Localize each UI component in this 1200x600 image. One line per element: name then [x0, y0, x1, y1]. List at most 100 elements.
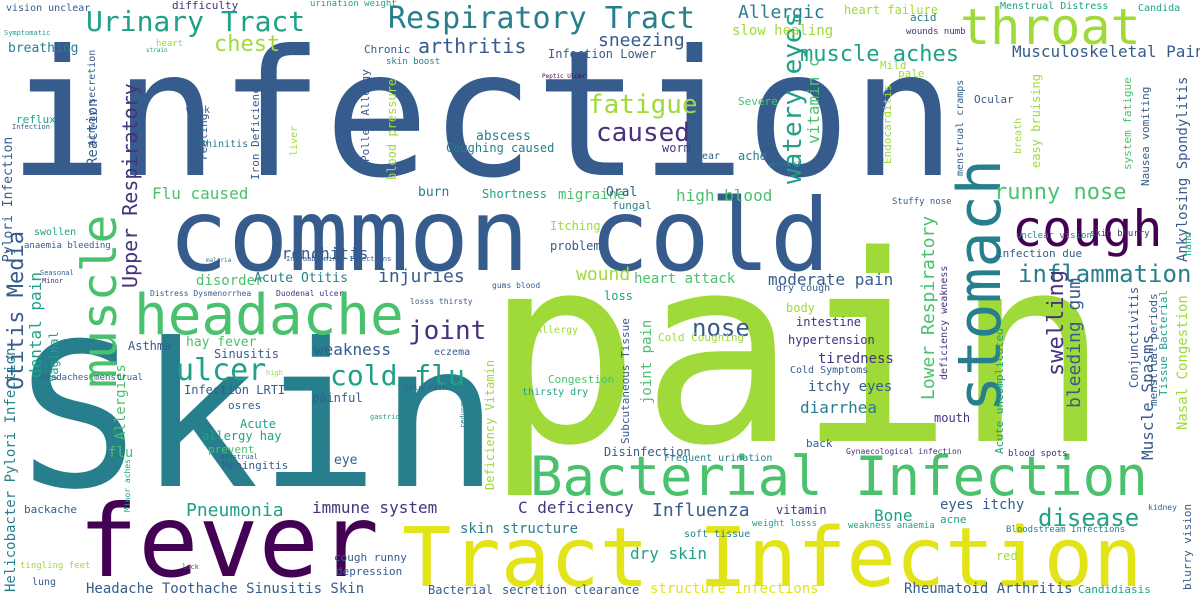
word: Minor aches [123, 459, 132, 512]
word: bleeding gum [1064, 277, 1085, 408]
word: clearance therapy [265, 65, 276, 168]
word: Bone [874, 506, 913, 525]
word: Helicobacter Pylori Infection [3, 347, 19, 592]
word: Rhinitis [200, 139, 249, 150]
word: tiredness [818, 351, 894, 367]
word: Infection [12, 123, 50, 131]
word: structure infections [650, 581, 819, 597]
word: Urinary Tract [86, 5, 306, 38]
word: Respiratory Tract [388, 1, 696, 36]
word: menstrual [220, 453, 258, 461]
word: muscle aches [800, 42, 959, 67]
word: Endocarditis [881, 84, 894, 164]
word: runny nose [994, 180, 1127, 205]
word: weakness [314, 340, 392, 359]
word: hay fever [186, 335, 257, 350]
word: red [996, 549, 1018, 563]
word: difficulty [172, 0, 239, 12]
word: infection due [996, 247, 1083, 260]
word: Lower Respiratory [918, 215, 939, 400]
word: system fatigue [1121, 77, 1134, 170]
word: Headache Toothache Sinusitis Skin [86, 581, 365, 597]
word: C deficiency [518, 498, 634, 517]
word: Acute Otitis [254, 271, 348, 286]
word: lack [182, 563, 199, 571]
word: gastric [370, 413, 400, 421]
word: intestine [796, 315, 862, 329]
word: itchy eyes [808, 379, 893, 395]
word: Feeling [197, 113, 210, 160]
word: fever [78, 483, 380, 600]
word: Chronic [364, 43, 411, 56]
word: Pneumonia [186, 500, 284, 521]
word: body [786, 301, 815, 315]
word: Meningitis [222, 459, 289, 472]
word: Distress Dysmenorrhea [150, 289, 252, 298]
word: common cold [168, 177, 831, 294]
word: Cold Coughing [658, 331, 745, 344]
word: osres [228, 399, 262, 412]
word: skin blurry [1090, 229, 1150, 239]
word: allergy hay [202, 429, 282, 443]
word: painful [312, 391, 363, 405]
word: swollen [34, 227, 77, 238]
word: eyes itchy [940, 497, 1025, 513]
word: Musculoskeletal Pain [1012, 42, 1200, 61]
word: chest [214, 32, 281, 57]
word: bronchitis [272, 244, 369, 263]
word: ulcer [176, 353, 267, 388]
word: migraine [558, 187, 626, 203]
word: Nasal Congestion [1175, 295, 1191, 430]
word: weak [186, 105, 211, 116]
word: breath [1013, 117, 1024, 154]
word: arthritis [418, 34, 527, 58]
word: burn [418, 185, 450, 200]
word: abscess [476, 129, 531, 144]
word: fungal [612, 199, 652, 212]
word: Acute uncomplicated [993, 328, 1006, 454]
word: loss [604, 289, 633, 303]
word: lung [32, 577, 57, 588]
word: Allergic [738, 2, 825, 23]
word: Severe [738, 95, 778, 108]
word: gums blood [492, 281, 541, 290]
word: Airway secretion [87, 49, 98, 146]
word: urination weight [310, 0, 397, 9]
word: Deficiency Vitamin [483, 359, 497, 490]
word: cold flu [330, 359, 465, 392]
word: ear [702, 151, 721, 162]
word: pain [484, 201, 1111, 503]
word: nose [692, 314, 750, 342]
word: Cold Symptoms [790, 365, 869, 376]
word: disease [1038, 504, 1140, 532]
word: Acute [240, 417, 277, 431]
word: skin structure [460, 521, 579, 537]
word: Allergy [536, 325, 579, 336]
word: headache [134, 283, 404, 348]
word: soft tissue [684, 529, 751, 540]
word: ache [738, 149, 767, 163]
word: dry skin [630, 544, 708, 563]
word: Bloodstream Infections [1006, 525, 1126, 535]
word: Subcutaneous Tissue [619, 318, 632, 444]
word: Infection Lower [548, 47, 657, 61]
word: tingling feet [20, 561, 91, 571]
word: Itching [550, 219, 601, 233]
word: Peptic Ulcer [542, 73, 586, 80]
word: secretion clearance [502, 583, 640, 597]
word: eye [334, 453, 358, 468]
word: Pylori Infection [1, 136, 16, 262]
word: prevent [208, 443, 255, 456]
word: Minor [42, 277, 64, 285]
word: dry cough [776, 283, 831, 294]
word: strain [146, 47, 168, 54]
word: throat [960, 0, 1141, 56]
word: Candida [1138, 3, 1181, 14]
word: Menstrual Distress [1000, 1, 1109, 12]
word: moderate pain [768, 270, 894, 289]
word: high blood [676, 186, 773, 205]
word: dental pain [26, 272, 45, 378]
word: anaemia bleeding [24, 241, 111, 251]
word: back [806, 437, 833, 450]
word: heart failure [844, 3, 938, 17]
